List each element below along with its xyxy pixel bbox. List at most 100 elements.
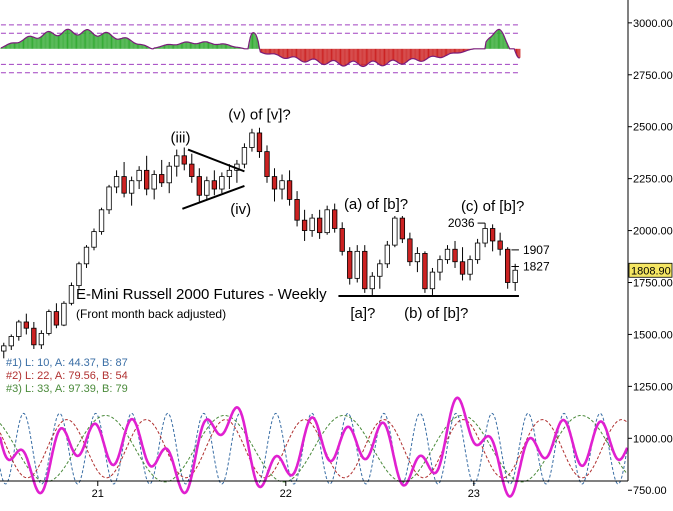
candle-body-47 <box>354 250 360 279</box>
candle-body-18 <box>136 169 142 182</box>
candle-body-25 <box>189 163 195 177</box>
candle-body-34 <box>256 132 263 153</box>
wave-label-2: (iv) <box>230 201 251 218</box>
cycle-wave-2 <box>0 419 628 479</box>
candle-body-9 <box>68 285 75 304</box>
candle-body-51 <box>384 244 390 265</box>
y-tick-label-2000.00: 2000.00 <box>633 226 673 238</box>
wave-label-6: (b) of [b]? <box>404 305 468 322</box>
cycle-wave-1 <box>0 412 628 485</box>
candle-body-29 <box>219 176 225 190</box>
candle-body-66 <box>497 240 503 250</box>
candle-body-19 <box>144 169 150 190</box>
triangle-lower-line <box>182 184 245 210</box>
triangle-upper-line <box>187 148 245 173</box>
y-tick-label-750.00: 750.00 <box>633 485 667 497</box>
y-tick-label-1750.00: 1750.00 <box>633 278 673 290</box>
candle-body-26 <box>196 176 202 196</box>
candle-body-49 <box>369 275 375 290</box>
candle-body-6 <box>46 311 52 334</box>
candle-body-0 <box>1 345 7 352</box>
candle-body-62 <box>467 259 473 275</box>
candle-body-35 <box>264 151 270 177</box>
candle-body-61 <box>459 261 466 275</box>
cycle-wave-3 <box>0 414 628 483</box>
candle-body-44 <box>332 209 338 229</box>
candle-body-40 <box>301 219 308 231</box>
y-tick-label-3000.00: 3000.00 <box>633 18 673 30</box>
y-tick-label-1500.00: 1500.00 <box>633 329 673 341</box>
cycle-legend-3: #3) L: 33, A: 97.39, B: 79 <box>6 383 128 395</box>
oscillator-panel <box>0 396 629 498</box>
last-price-box <box>628 262 673 278</box>
candle-body-15 <box>113 176 120 188</box>
candle-body-52 <box>392 217 398 246</box>
candle-body-32 <box>241 147 248 165</box>
candle-body-36 <box>271 176 278 190</box>
candle-body-65 <box>489 228 496 242</box>
candle-body-53 <box>399 217 406 240</box>
candle-body-14 <box>106 186 112 211</box>
wave-label-4: (c) of [b]? <box>461 198 524 215</box>
candle-body-5 <box>38 332 45 346</box>
candle-body-57 <box>429 271 436 290</box>
macd-signal-line <box>0 28 520 68</box>
candle-body-68 <box>512 269 518 283</box>
candle-body-4 <box>31 327 37 346</box>
candle-body-24 <box>181 155 187 165</box>
annotation-layer: 2036 1907 1827 (iii) (v) of [v]? (iv) (a) of [… <box>171 106 550 322</box>
y-tick-label-2500.00: 2500.00 <box>633 122 673 134</box>
candle-body-42 <box>316 217 323 234</box>
candle-body-43 <box>324 209 330 234</box>
chart-title: E-Mini Russell 2000 Futures - Weekly <box>76 286 327 303</box>
candle-body-33 <box>249 132 255 148</box>
candle-body-56 <box>422 253 428 290</box>
cycle-legend-1: #1) L: 10, A: 44.37, B: 87 <box>6 357 128 369</box>
candle-body-39 <box>294 199 300 221</box>
last-price-label: 1808.90 <box>631 265 671 277</box>
y-tick-label-2750.00: 2750.00 <box>633 70 673 82</box>
price-axis: 3000.00 2750.00 2500.00 2250.00 2000.00 1750.… <box>0 0 673 500</box>
candle-body-3 <box>23 321 29 329</box>
candle-body-10 <box>76 263 82 287</box>
candle-body-38 <box>286 180 293 200</box>
level-label-2036: 2036 <box>448 216 475 230</box>
candle-body-23 <box>174 155 180 167</box>
candle-body-55 <box>414 253 421 263</box>
candle-body-58 <box>437 259 443 273</box>
wave-label-5: [a]? <box>350 305 375 322</box>
candle-body-11 <box>83 246 90 265</box>
composite-oscillator-line <box>0 396 629 498</box>
macd-histogram-panel <box>0 24 521 74</box>
x-tick-label-22: 22 <box>280 488 292 500</box>
candle-body-16 <box>121 176 127 194</box>
y-tick-label-1250.00: 1250.00 <box>633 381 673 393</box>
price-panel <box>1 127 518 359</box>
wave-label-1: (v) of [v]? <box>228 106 291 123</box>
candle-body-59 <box>444 248 451 261</box>
candle-body-64 <box>482 228 488 244</box>
chart-subtitle: (Front month back adjusted) <box>76 307 227 321</box>
candle-body-12 <box>91 231 97 248</box>
candle-body-13 <box>98 209 105 233</box>
wave-label-0: (iii) <box>171 129 191 146</box>
candle-body-60 <box>452 248 458 263</box>
candle-body-37 <box>279 180 285 190</box>
candle-body-41 <box>309 217 315 231</box>
candle-body-45 <box>339 228 345 252</box>
wave-label-3: (a) of [b]? <box>344 196 408 213</box>
level-label-1907: 1907 <box>523 243 550 257</box>
candle-body-27 <box>204 180 210 196</box>
candle-body-54 <box>407 238 413 263</box>
candle-body-2 <box>16 321 22 337</box>
candle-body-7 <box>53 311 60 326</box>
candle-body-20 <box>151 174 157 190</box>
candle-body-50 <box>377 263 383 277</box>
candle-body-67 <box>505 248 511 283</box>
candle-body-22 <box>166 165 172 184</box>
candle-body-1 <box>8 336 14 347</box>
candle-body-46 <box>347 250 353 279</box>
candle-body-28 <box>211 180 218 190</box>
